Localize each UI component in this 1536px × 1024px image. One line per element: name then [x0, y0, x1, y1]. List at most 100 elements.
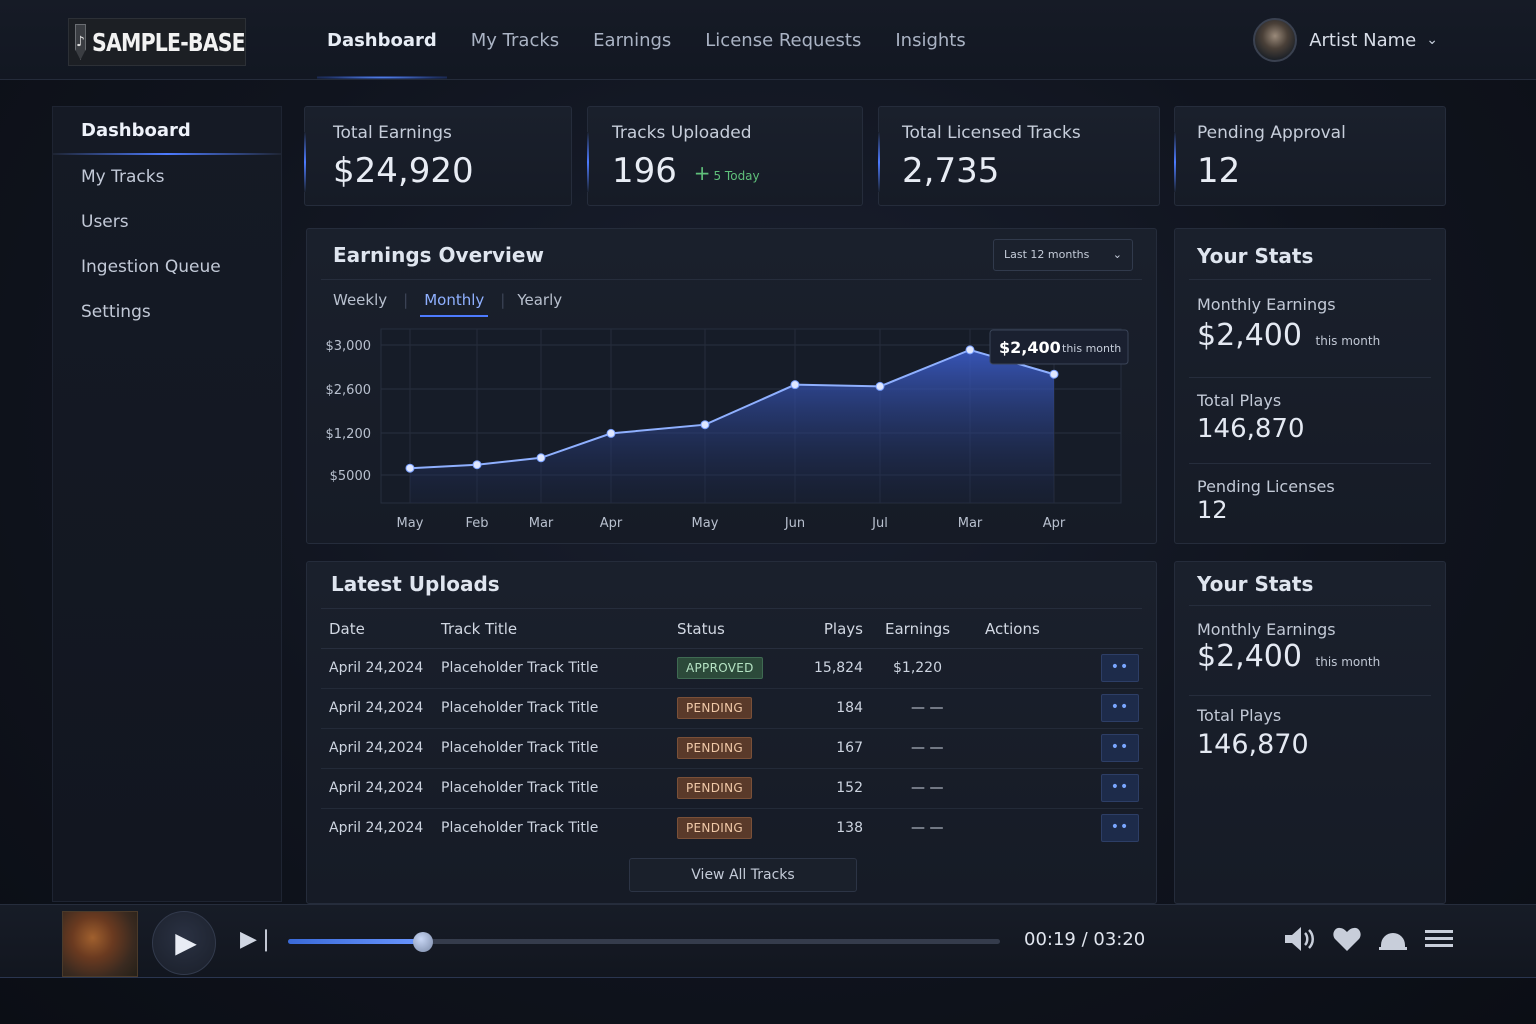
- chart-tooltip: [989, 329, 1129, 365]
- column-track-title[interactable]: Track Title: [441, 610, 677, 649]
- data-point: [606, 428, 616, 438]
- topnav-earnings[interactable]: Earnings: [593, 30, 672, 51]
- your-stats-panel-secondary: Your Stats Monthly Earnings $2,400 this …: [1174, 561, 1446, 904]
- play-button[interactable]: ▶: [152, 911, 216, 975]
- tab-monthly[interactable]: Monthly: [420, 291, 489, 317]
- sidebar-item-ingestion-queue[interactable]: Ingestion Queue: [81, 257, 221, 277]
- sidebar-item-dashboard[interactable]: Dashboard: [53, 107, 281, 155]
- more-actions-button[interactable]: ••: [1101, 694, 1139, 722]
- topnav-my-tracks[interactable]: My Tracks: [470, 30, 560, 51]
- table-row[interactable]: April 24,2024 Placeholder Track Title PEND…: [321, 808, 1143, 848]
- sidebar-item-users[interactable]: Users: [81, 212, 129, 232]
- total-plays-value: 146,870: [1197, 414, 1305, 444]
- brand-logo[interactable]: ♪ SAMPLE-BASE: [68, 18, 246, 66]
- y-tick-label: $5000: [330, 469, 371, 484]
- row-actions: ••: [985, 808, 1143, 848]
- row-track-title[interactable]: Placeholder Track Title: [441, 768, 677, 809]
- view-all-tracks-button[interactable]: View All Tracks: [629, 858, 857, 892]
- row-track-title[interactable]: Placeholder Track Title: [441, 688, 677, 729]
- monthly-earnings-value: $2,400: [1197, 639, 1302, 674]
- earnings-area: [410, 349, 1054, 503]
- row-date: April 24,2024: [321, 768, 441, 809]
- total-earnings-card: Total Earnings $24,920: [304, 106, 572, 206]
- monthly-earnings-suffix: this month: [1315, 655, 1381, 669]
- row-track-title[interactable]: Placeholder Track Title: [441, 820, 599, 837]
- latest-uploads-panel: Latest Uploads Date Track Title Status P…: [306, 561, 1157, 904]
- x-tick-label: Apr: [600, 516, 623, 531]
- x-tick-label: Mar: [958, 516, 983, 531]
- row-plays: 167: [787, 728, 885, 769]
- more-actions-button[interactable]: ••: [1101, 814, 1139, 843]
- total-plays-stat: Total Plays 146,870: [1197, 391, 1305, 444]
- monthly-earnings-label: Monthly Earnings: [1197, 620, 1336, 639]
- table-row[interactable]: April 24,2024 Placeholder Track Title APPR…: [321, 648, 1143, 689]
- progress-bar[interactable]: [288, 932, 1000, 952]
- data-point: [405, 463, 415, 473]
- row-track-title[interactable]: Placeholder Track Title: [441, 728, 677, 769]
- y-tick-label: $2,600: [326, 383, 372, 398]
- divider: [1189, 279, 1431, 280]
- row-date: April 24,2024: [329, 820, 424, 837]
- row-track-title[interactable]: Placeholder Track Title: [441, 648, 677, 689]
- heart-icon[interactable]: [1324, 925, 1370, 959]
- latest-uploads-title: Latest Uploads: [331, 572, 500, 596]
- queue-icon[interactable]: [1416, 925, 1462, 959]
- tracks-today-text: 5 Today: [713, 168, 760, 183]
- topnav-insights[interactable]: Insights: [895, 30, 966, 51]
- chevron-down-icon[interactable]: ⌄: [1426, 32, 1438, 48]
- sidebar-item-my-tracks[interactable]: My Tracks: [81, 167, 165, 187]
- earnings-overview-panel: Earnings Overview Last 12 months ⌄ Weekl…: [306, 228, 1157, 544]
- data-point: [790, 380, 800, 390]
- divider: [1189, 605, 1431, 606]
- earnings-chart: $3,000 $2,600 $1,200 $5000 May Feb Mar Apr May Ju…: [326, 328, 1129, 531]
- monthly-earnings-stat: Monthly Earnings $2,400 this month: [1197, 295, 1380, 353]
- monthly-earnings-label: Monthly Earnings: [1197, 295, 1336, 314]
- x-tick-label: Feb: [465, 516, 488, 531]
- pending-licenses-label: Pending Licenses: [1197, 477, 1335, 496]
- tab-weekly[interactable]: Weekly: [333, 291, 388, 309]
- monthly-earnings-value-row: $2,400 this month: [1197, 639, 1380, 674]
- row-status-cell: APPROVED: [677, 648, 787, 689]
- column-plays[interactable]: Plays: [787, 610, 885, 649]
- status-badge: PENDING: [677, 777, 752, 799]
- album-art[interactable]: [62, 911, 138, 977]
- column-earnings[interactable]: Earnings: [885, 610, 985, 649]
- data-point: [536, 453, 546, 463]
- more-actions-button[interactable]: ••: [1101, 654, 1139, 682]
- table-row[interactable]: April 24,2024 Placeholder Track Title PEND…: [321, 768, 1143, 809]
- range-select[interactable]: Last 12 months ⌄: [993, 239, 1133, 271]
- row-actions: ••: [985, 728, 1143, 769]
- total-earnings-value: $24,920: [333, 151, 474, 191]
- avatar[interactable]: [1253, 18, 1298, 62]
- total-plays-value: 146,870: [1197, 729, 1309, 760]
- table-row[interactable]: April 24,2024 Placeholder Track Title PEND…: [321, 688, 1143, 729]
- more-actions-button[interactable]: ••: [1101, 774, 1139, 802]
- row-date: April 24,2024: [321, 728, 441, 769]
- sidebar-item-settings[interactable]: Settings: [81, 302, 151, 322]
- data-point: [875, 381, 885, 391]
- user-menu[interactable]: Artist Name ⌄: [1253, 18, 1438, 62]
- topnav-license-requests[interactable]: License Requests: [705, 30, 862, 51]
- pending-approval-card: Pending Approval 12: [1174, 106, 1446, 206]
- row-earnings: — —: [885, 768, 985, 809]
- column-status[interactable]: Status: [677, 610, 787, 649]
- row-status-cell: PENDING: [677, 728, 787, 769]
- tab-yearly[interactable]: Yearly: [517, 291, 563, 309]
- data-point: [472, 460, 482, 470]
- topnav-dashboard[interactable]: Dashboard: [317, 30, 447, 79]
- next-track-icon[interactable]: ▶❘: [240, 927, 276, 952]
- x-tick-label: Apr: [1043, 516, 1066, 531]
- column-date[interactable]: Date: [321, 610, 441, 649]
- row-status-cell: PENDING: [677, 808, 787, 848]
- plus-icon: +: [693, 160, 711, 185]
- headphones-icon[interactable]: [1370, 925, 1416, 959]
- data-point: [965, 345, 975, 355]
- volume-icon[interactable]: [1278, 925, 1324, 959]
- table-row[interactable]: April 24,2024 Placeholder Track Title PEND…: [321, 728, 1143, 769]
- tracks-today-indicator: +5 Today: [694, 161, 760, 185]
- more-actions-button[interactable]: ••: [1101, 734, 1139, 762]
- x-tick-label: May: [692, 516, 719, 531]
- progress-handle[interactable]: [413, 932, 434, 952]
- tracks-uploaded-value-row: 196 +5 Today: [612, 151, 760, 191]
- row-earnings: $1,220: [885, 648, 985, 689]
